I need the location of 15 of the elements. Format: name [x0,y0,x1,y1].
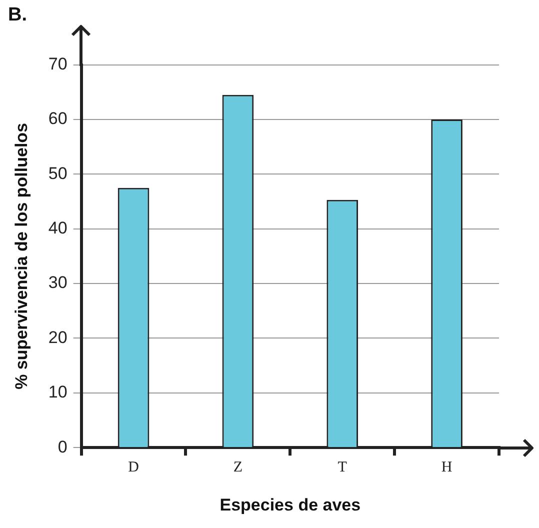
x-tick-label: Z [233,460,243,476]
y-tick-label: 10 [48,382,68,402]
y-tick-label: 60 [48,109,68,128]
x-axis-title: Especies de aves [220,495,361,514]
y-tick-label: 70 [48,54,68,74]
x-tick-label: D [128,460,140,476]
y-tick-label: 50 [48,164,68,183]
y-tick-label: 40 [48,218,68,238]
y-tick-label: 0 [58,437,68,456]
y-axis-title: % supervivencia de los polluelos [12,122,31,390]
chart-title: B. [8,4,27,26]
x-tick-label: H [441,460,452,476]
y-tick-label: 20 [48,328,68,347]
y-tick-label: 30 [48,273,68,292]
x-tick-label: T [338,460,347,476]
